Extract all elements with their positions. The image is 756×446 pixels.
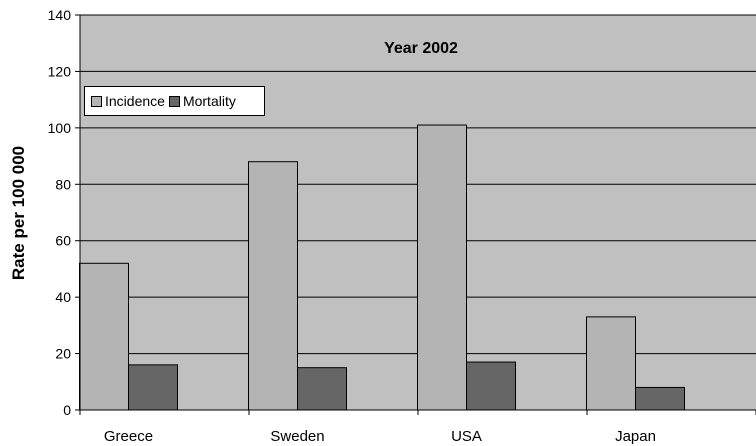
x-tick-label: Greece — [104, 428, 153, 445]
y-tick-label: 140 — [48, 7, 72, 23]
bar-incidence-usa — [417, 124, 467, 411]
legend-item-incidence: Incidence — [91, 93, 165, 109]
bar-mortality-usa — [466, 361, 516, 411]
y-tick-label: 80 — [55, 176, 71, 192]
labels: 0 20 40 60 80 100 120 140 Greece Sweden USA Japan — [48, 7, 656, 445]
legend-label-mortality: Mortality — [182, 93, 236, 109]
y-tick-label: 0 — [63, 402, 71, 418]
bar-mortality-japan — [635, 386, 685, 411]
x-tick-label: USA — [451, 428, 482, 445]
legend-item-mortality: Mortality — [168, 93, 236, 109]
legend-swatch-mortality — [168, 95, 180, 107]
legend: Incidence Mortality — [84, 86, 265, 116]
y-tick-label: 120 — [48, 63, 72, 79]
chart-title: Year 2002 — [384, 40, 458, 57]
legend-label-incidence: Incidence — [105, 93, 165, 109]
axes — [75, 14, 756, 415]
y-tick-label: 40 — [55, 289, 71, 305]
bar-incidence-greece — [79, 262, 129, 411]
legend-swatch-incidence — [91, 95, 102, 107]
y-tick-label: 20 — [55, 346, 71, 362]
x-tick-label: Sweden — [270, 428, 324, 445]
bar-incidence-sweden — [248, 161, 298, 411]
x-tick-label: Japan — [615, 428, 656, 445]
bar-mortality-greece — [128, 364, 178, 411]
bar-incidence-japan — [586, 316, 636, 411]
y-tick-label: 60 — [55, 233, 71, 249]
bar-mortality-sweden — [297, 367, 347, 411]
y-axis-label: Rate per 100 000 — [9, 146, 28, 280]
y-tick-label: 100 — [48, 120, 72, 136]
